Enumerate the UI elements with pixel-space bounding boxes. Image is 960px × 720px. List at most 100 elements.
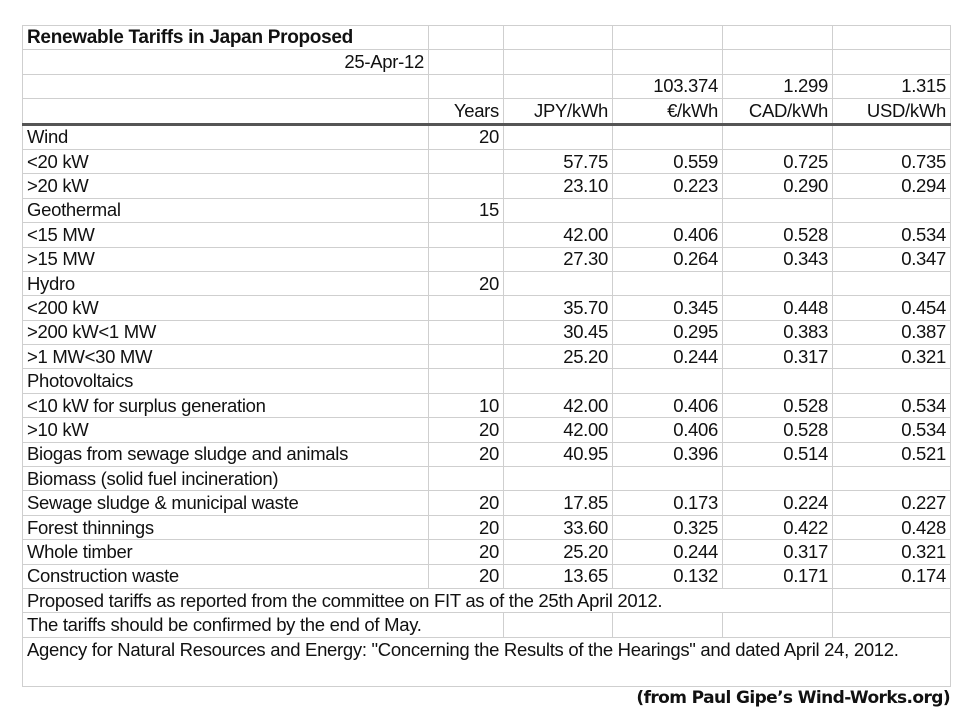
cell-years	[428, 148, 504, 175]
cell-cad	[722, 197, 833, 224]
table-row: Construction waste 20 13.65 0.132 0.171 0.174	[22, 563, 951, 589]
cell-cad: 0.514	[722, 441, 833, 468]
source-credit: (from Paul Gipe’s Wind-Works.org)	[636, 688, 950, 708]
cell-years: 20	[428, 417, 504, 443]
cell-label: >10 kW	[22, 417, 429, 443]
table-row: Wind 20	[22, 123, 951, 150]
cell-years	[428, 344, 504, 370]
cell-label: >200 kW<1 MW	[22, 319, 429, 346]
cell-eur	[612, 270, 723, 297]
table-row: >15 MW 27.30 0.264 0.343 0.347	[22, 246, 951, 272]
cell-cad: 0.290	[722, 173, 833, 199]
cell-eur: 0.325	[612, 514, 723, 541]
cell-cad: 0.528	[722, 417, 833, 443]
header-years: Years	[428, 98, 504, 126]
cell-label: Sewage sludge & municipal waste	[22, 490, 429, 516]
cell-years: 15	[428, 197, 504, 224]
cell-usd	[832, 270, 951, 297]
cell-label: >1 MW<30 MW	[22, 344, 429, 370]
cell-eur: 0.295	[612, 319, 723, 346]
eur-rate: 103.374	[612, 73, 723, 100]
cell-usd: 0.521	[832, 441, 951, 468]
cell-label: Biomass (solid fuel incineration)	[22, 466, 429, 492]
cell-years: 20	[428, 514, 504, 541]
note-text: The tariffs should be confirmed by the e…	[22, 612, 504, 638]
table-row: Forest thinnings 20 33.60 0.325 0.422 0.428	[22, 514, 951, 541]
table-row: Biomass (solid fuel incineration)	[22, 466, 951, 492]
table-title: Renewable Tariffs in Japan Proposed	[22, 24, 429, 51]
table-row: Biogas from sewage sludge and animals 20 4…	[22, 441, 951, 468]
cell-label: Wind	[22, 123, 429, 150]
cell-label: Photovoltaics	[22, 368, 429, 394]
table-date: 25-Apr-12	[22, 49, 429, 75]
cell-jpy: 25.20	[503, 539, 613, 565]
cell-years: 20	[428, 441, 504, 468]
table-row: <200 kW 35.70 0.345 0.448 0.454	[22, 295, 951, 321]
header-row: Years JPY/kWh €/kWh CAD/kWh USD/kWh	[22, 98, 951, 126]
cell-eur: 0.406	[612, 222, 723, 248]
cell-label: <10 kW for surplus generation	[22, 392, 429, 419]
header-cad: CAD/kWh	[722, 98, 833, 126]
cell-eur: 0.345	[612, 295, 723, 321]
cell-jpy: 42.00	[503, 392, 613, 419]
cell-jpy: 25.20	[503, 344, 613, 370]
cell-label: >20 kW	[22, 173, 429, 199]
cell-cad: 0.224	[722, 490, 833, 516]
cell-years: 20	[428, 563, 504, 589]
cell-jpy: 40.95	[503, 441, 613, 468]
cell-eur: 0.223	[612, 173, 723, 199]
cell-usd	[832, 123, 951, 150]
cell-usd: 0.321	[832, 539, 951, 565]
cell-label: Forest thinnings	[22, 514, 429, 541]
note-row: The tariffs should be confirmed by the e…	[22, 612, 951, 638]
exchange-rate-row: 103.374 1.299 1.315	[22, 73, 951, 100]
cell-jpy: 42.00	[503, 417, 613, 443]
cell-eur	[612, 466, 723, 492]
cell-usd: 0.294	[832, 173, 951, 199]
note-text: Proposed tariffs as reported from the co…	[22, 587, 833, 614]
cell-usd: 0.534	[832, 222, 951, 248]
cell-jpy: 13.65	[503, 563, 613, 589]
table-row: Geothermal 15	[22, 197, 951, 224]
note-text: Agency for Natural Resources and Energy:…	[22, 636, 951, 687]
cad-rate: 1.299	[722, 73, 833, 100]
cell-cad: 0.317	[722, 539, 833, 565]
cell-jpy: 23.10	[503, 173, 613, 199]
cell-cad: 0.343	[722, 246, 833, 272]
cell-jpy	[503, 123, 613, 150]
cell-cad: 0.171	[722, 563, 833, 589]
table-row: >200 kW<1 MW 30.45 0.295 0.383 0.387	[22, 319, 951, 346]
cell-eur: 0.173	[612, 490, 723, 516]
cell-years	[428, 246, 504, 272]
cell-jpy: 33.60	[503, 514, 613, 541]
note-row: Agency for Natural Resources and Energy:…	[22, 636, 951, 687]
cell-usd: 0.347	[832, 246, 951, 272]
cell-label: <15 MW	[22, 222, 429, 248]
cell-jpy	[503, 197, 613, 224]
cell-cad	[722, 270, 833, 297]
cell-usd: 0.387	[832, 319, 951, 346]
cell-label: Whole timber	[22, 539, 429, 565]
header-usd: USD/kWh	[832, 98, 951, 126]
cell-cad	[722, 123, 833, 150]
note-row: Proposed tariffs as reported from the co…	[22, 587, 951, 614]
cell-usd: 0.174	[832, 563, 951, 589]
cell-usd: 0.321	[832, 344, 951, 370]
cell-cad: 0.725	[722, 148, 833, 175]
cell-years	[428, 368, 504, 394]
cell-usd: 0.428	[832, 514, 951, 541]
cell-years: 20	[428, 270, 504, 297]
table-row: Whole timber 20 25.20 0.244 0.317 0.321	[22, 539, 951, 565]
cell-cad: 0.448	[722, 295, 833, 321]
usd-rate: 1.315	[832, 73, 951, 100]
title-row: Renewable Tariffs in Japan Proposed	[22, 24, 951, 51]
cell-cad: 0.528	[722, 392, 833, 419]
cell-label: Construction waste	[22, 563, 429, 589]
table-row: >10 kW 20 42.00 0.406 0.528 0.534	[22, 417, 951, 443]
table-row: >1 MW<30 MW 25.20 0.244 0.317 0.321	[22, 344, 951, 370]
cell-jpy	[503, 466, 613, 492]
table-row: <15 MW 42.00 0.406 0.528 0.534	[22, 222, 951, 248]
cell-eur: 0.406	[612, 417, 723, 443]
cell-jpy	[503, 270, 613, 297]
date-row: 25-Apr-12	[22, 49, 951, 75]
